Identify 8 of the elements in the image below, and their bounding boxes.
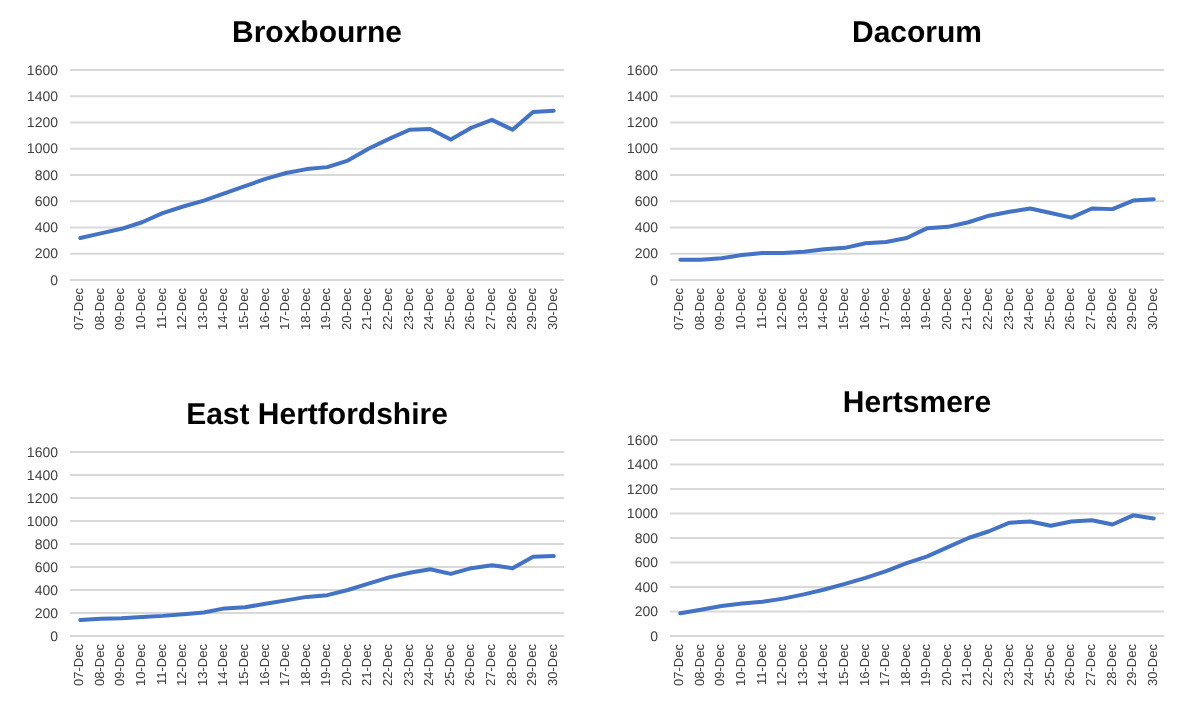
- chart-title: Dacorum: [851, 16, 983, 50]
- chart-title: Broxbourne: [231, 16, 403, 50]
- line-series: [78, 108, 556, 240]
- chart-title: East Hertfordshire: [186, 398, 448, 432]
- line-series: [78, 554, 556, 622]
- line-series: [678, 513, 1156, 616]
- chart-title: Hertsmere: [842, 386, 992, 420]
- line-series: [678, 197, 1156, 262]
